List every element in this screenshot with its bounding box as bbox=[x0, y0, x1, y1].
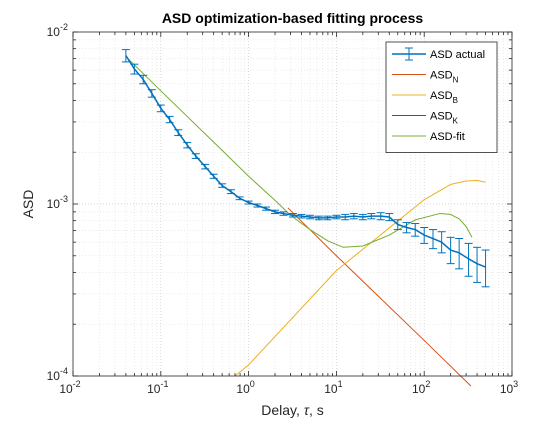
legend-label-asd-actual: ASD actual bbox=[430, 49, 485, 61]
legend-label-asd-fit: ASD-fit bbox=[430, 131, 465, 143]
x-axis-label: Delay, τ, s bbox=[261, 402, 324, 418]
chart-title: ASD optimization-based fitting process bbox=[162, 10, 424, 26]
y-axis-label: ASD bbox=[20, 190, 36, 219]
